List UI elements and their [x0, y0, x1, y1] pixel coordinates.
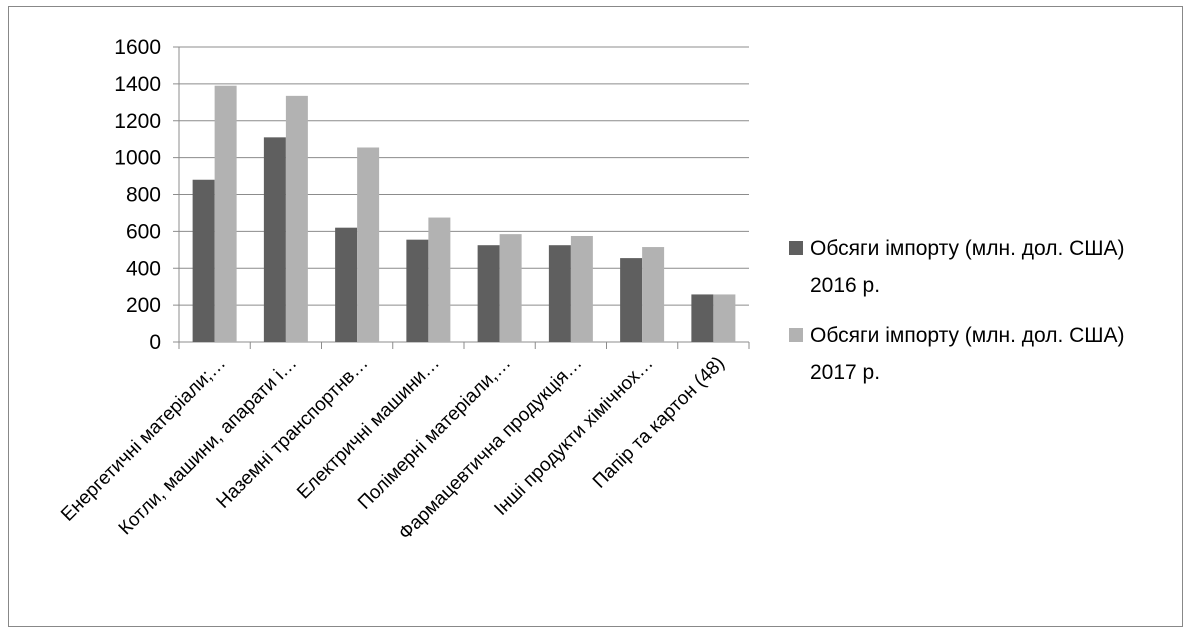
- y-tick-label: 200: [126, 294, 161, 317]
- bar-series-2: [285, 95, 308, 342]
- legend-label-year: 2016 р.: [810, 274, 880, 297]
- bar-series-1: [691, 294, 714, 342]
- legend-label-year: 2017 р.: [810, 361, 880, 384]
- bar-series-2: [428, 217, 451, 342]
- legend-swatch: [789, 328, 803, 342]
- y-tick-label: 1200: [114, 110, 161, 133]
- bar-series-2: [713, 294, 736, 342]
- bar-series-1: [620, 258, 643, 342]
- y-tick-label: 800: [126, 184, 161, 207]
- legend-swatch: [789, 241, 803, 255]
- y-tick-label: 400: [126, 257, 161, 280]
- x-tick-label: Папір та картон (48): [589, 353, 729, 493]
- bar-chart: 02004006008001000120014001600Енергетичні…: [57, 36, 1125, 544]
- y-tick-label: 600: [126, 220, 161, 243]
- legend-label: Обсяги імпорту (млн. дол. США): [810, 237, 1125, 260]
- bar-series-1: [192, 179, 215, 342]
- bar-series-2: [499, 234, 522, 342]
- chart-frame: 0 200 400 600 800 1000 1200 1400 1600 Енергетичні…: [8, 6, 1183, 627]
- y-tick-label: 1000: [114, 147, 161, 170]
- x-tick-label: Електричні машини…: [293, 353, 444, 504]
- bar-series-2: [570, 235, 593, 342]
- legend-label: Обсяги імпорту (млн. дол. США): [810, 324, 1125, 347]
- bar-series-1: [263, 137, 286, 342]
- bar-series-1: [335, 227, 358, 342]
- y-tick-label: 1400: [114, 73, 161, 96]
- bar-series-2: [357, 147, 380, 342]
- bar-series-1: [548, 245, 571, 342]
- bar-series-2: [214, 85, 237, 342]
- y-tick-label: 0: [149, 331, 161, 354]
- y-tick-label: 1600: [114, 36, 161, 59]
- bar-series-2: [642, 247, 665, 342]
- bar-series-1: [477, 245, 500, 342]
- bar-series-1: [406, 239, 429, 342]
